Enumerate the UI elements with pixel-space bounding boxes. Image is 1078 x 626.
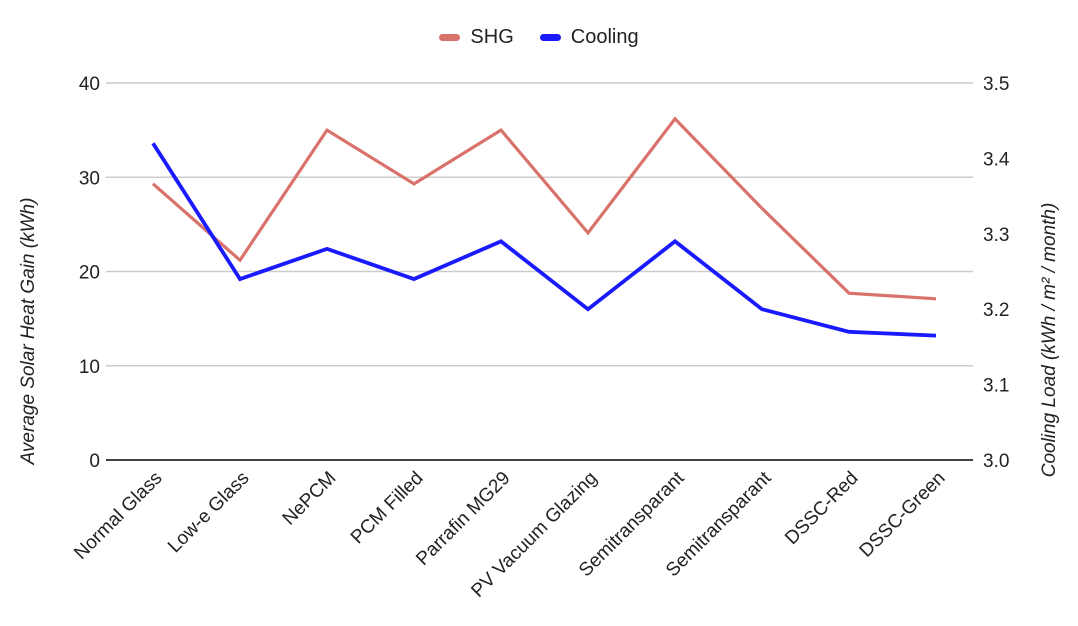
x-axis-label: Normal Glass — [70, 468, 166, 564]
y-axis-right-tick-labels: 3.0 3.1 3.2 3.3 3.4 3.5 — [983, 74, 1010, 472]
left-tick-label: 20 — [79, 263, 100, 284]
y-axis-left-title: Average Solar Heat Gain (kWh) — [18, 198, 39, 466]
left-tick-label: 0 — [89, 451, 100, 472]
shg-line — [151, 116, 937, 301]
y-axis-left-tick-labels: 0 10 20 30 40 — [79, 74, 100, 472]
x-axis-label: NePCM — [279, 468, 341, 530]
gridlines — [106, 82, 973, 367]
right-tick-label: 3.5 — [983, 74, 1009, 95]
x-axis-label: DSSC-Red — [781, 468, 862, 549]
right-tick-label: 3.1 — [983, 376, 1009, 397]
right-tick-label: 3.3 — [983, 225, 1009, 246]
right-tick-label: 3.4 — [983, 149, 1010, 170]
right-tick-label: 3.0 — [983, 451, 1009, 472]
y-axis-right-title: Cooling Load (kWh / m² / month) — [1039, 203, 1060, 478]
left-tick-label: 40 — [79, 74, 100, 95]
right-tick-label: 3.2 — [983, 300, 1009, 321]
x-axis-label: PCM Filled — [347, 468, 428, 549]
left-tick-label: 10 — [79, 357, 100, 378]
x-axis-label: Low-e Glass — [164, 468, 254, 558]
x-axis-label: DSSC-Green — [856, 468, 950, 562]
left-tick-label: 30 — [79, 168, 100, 189]
cooling-line — [151, 142, 937, 338]
